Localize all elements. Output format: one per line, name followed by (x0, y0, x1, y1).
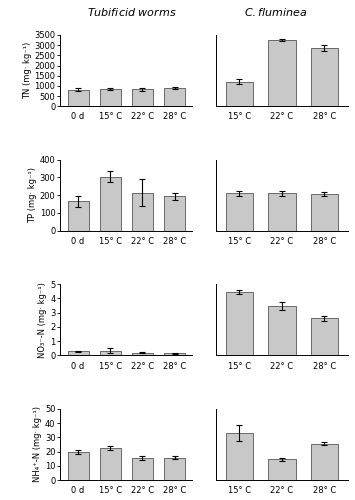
Y-axis label: TP (mg· kg⁻¹): TP (mg· kg⁻¹) (28, 167, 37, 223)
Bar (132, 89, 153, 106)
Bar (164, 88, 185, 106)
Bar (100, 351, 121, 356)
Bar (268, 194, 296, 231)
Bar (100, 176, 121, 231)
Bar (67, 202, 88, 231)
Bar (311, 444, 338, 480)
Bar (164, 458, 185, 480)
Bar (132, 458, 153, 480)
Bar (225, 194, 253, 231)
Bar (225, 292, 253, 356)
Bar (132, 353, 153, 356)
Y-axis label: NH₄⁺-N (mg· kg⁻¹): NH₄⁺-N (mg· kg⁻¹) (33, 406, 42, 482)
Bar (311, 318, 338, 356)
Bar (225, 82, 253, 106)
Text: $\it{C. fluminea}$: $\it{C. fluminea}$ (244, 6, 308, 18)
Bar (67, 352, 88, 356)
Bar (132, 192, 153, 231)
Bar (268, 460, 296, 480)
Bar (268, 306, 296, 356)
Bar (225, 433, 253, 480)
Bar (268, 40, 296, 106)
Bar (311, 194, 338, 231)
Y-axis label: TN (mg· kg⁻¹): TN (mg· kg⁻¹) (23, 42, 32, 99)
Bar (100, 448, 121, 480)
Bar (164, 353, 185, 356)
Y-axis label: NO₃⁻-N (mg· kg⁻¹): NO₃⁻-N (mg· kg⁻¹) (38, 282, 47, 358)
Bar (311, 48, 338, 106)
Text: $\it{Tubificid}$ worms: $\it{Tubificid}$ worms (87, 6, 177, 18)
Bar (164, 196, 185, 231)
Bar (100, 88, 121, 106)
Bar (67, 452, 88, 480)
Bar (67, 90, 88, 106)
